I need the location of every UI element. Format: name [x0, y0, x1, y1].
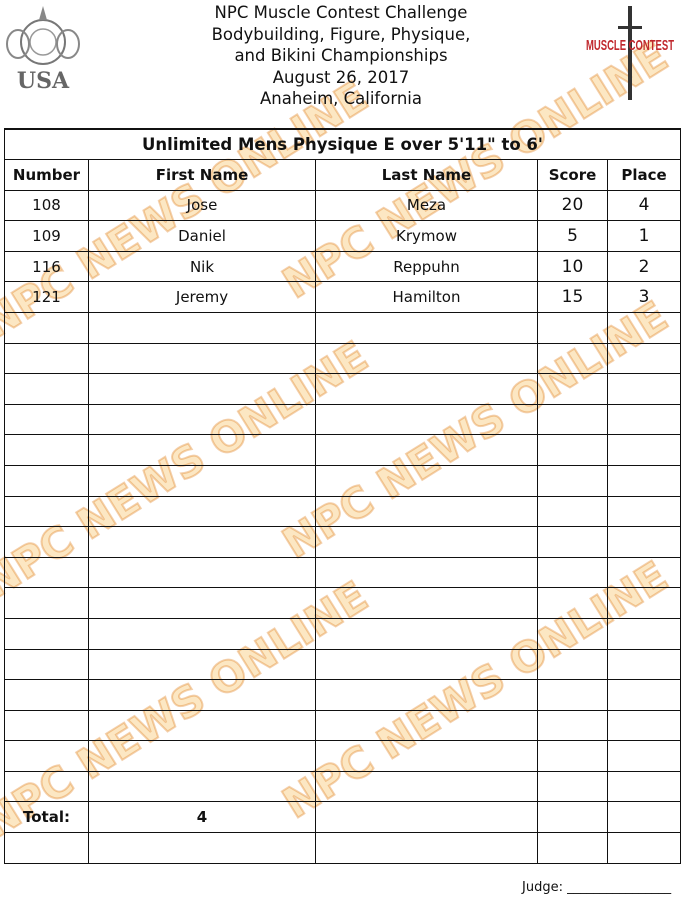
- total-label: Total:: [4, 801, 89, 834]
- empty-row: [4, 709, 681, 742]
- column-header: Place: [607, 159, 681, 191]
- column-header: Last Name: [315, 159, 538, 191]
- table-row: 109 Daniel Krymow 5 1: [4, 220, 681, 252]
- first-name-cell: Daniel: [88, 220, 316, 252]
- table-row: 108 Jose Meza 20 4: [4, 189, 681, 222]
- empty-row: [4, 587, 681, 619]
- last-name-cell: Reppuhn: [315, 250, 538, 283]
- empty-row: [4, 403, 681, 436]
- empty-row: [4, 311, 681, 344]
- empty-row: [4, 617, 681, 650]
- place-cell: 4: [607, 189, 681, 222]
- event-header: NPC Muscle Contest Challenge Bodybuilding…: [0, 2, 682, 110]
- empty-row: [4, 464, 681, 497]
- empty-row: [4, 556, 681, 589]
- table-row: 121 Jeremy Hamilton 15 3: [4, 281, 681, 313]
- empty-row: [4, 526, 681, 558]
- score-cell: 10: [537, 250, 608, 283]
- last-name-cell: Hamilton: [315, 281, 538, 313]
- number-cell: 116: [4, 250, 89, 283]
- column-header: Score: [537, 159, 608, 191]
- header-line: and Bikini Championships: [234, 46, 448, 65]
- empty-row: [4, 342, 681, 375]
- muscle-contest-logo: MUSCLE CONTEST: [586, 6, 674, 100]
- empty-row: [4, 770, 681, 803]
- table-row: 116 Nik Reppuhn 10 2: [4, 250, 681, 283]
- first-name-cell: Jeremy: [88, 281, 316, 313]
- column-header: First Name: [88, 159, 316, 191]
- judge-signature-line: Judge: ________________: [522, 880, 672, 895]
- npc-usa-logo: USA: [6, 6, 80, 94]
- number-cell: 108: [4, 189, 89, 222]
- header-line: NPC Muscle Contest Challenge: [214, 3, 468, 22]
- column-header: Number: [4, 159, 89, 191]
- number-cell: 109: [4, 220, 89, 252]
- header-line: Bodybuilding, Figure, Physique,: [211, 24, 471, 44]
- empty-row: [4, 648, 681, 681]
- last-name-cell: Meza: [315, 189, 538, 222]
- score-cell: 20: [537, 189, 608, 222]
- empty-row: [4, 740, 681, 772]
- svg-text:MUSCLE CONTEST: MUSCLE CONTEST: [586, 37, 674, 54]
- number-cell: 121: [4, 281, 89, 313]
- place-cell: 2: [607, 250, 681, 283]
- header-line: August 26, 2017: [272, 67, 410, 87]
- empty-row: [4, 679, 681, 711]
- results-table: Unlimited Mens Physique E over 5'11" to …: [4, 128, 681, 864]
- last-name-cell: Krymow: [315, 220, 538, 252]
- empty-row: [4, 373, 681, 405]
- first-name-cell: Jose: [88, 189, 316, 222]
- header-line: Anaheim, California: [260, 89, 422, 108]
- empty-row: [4, 434, 681, 466]
- empty-row: [4, 495, 681, 528]
- svg-text:USA: USA: [17, 68, 70, 94]
- score-cell: 5: [537, 220, 608, 252]
- place-cell: 3: [607, 281, 681, 313]
- division-title: Unlimited Mens Physique E over 5'11" to …: [4, 128, 681, 160]
- score-cell: 15: [537, 281, 608, 313]
- empty-row: [4, 832, 681, 864]
- total-row: Total: 4: [4, 801, 681, 834]
- total-value: 4: [88, 801, 316, 834]
- place-cell: 1: [607, 220, 681, 252]
- first-name-cell: Nik: [88, 250, 316, 283]
